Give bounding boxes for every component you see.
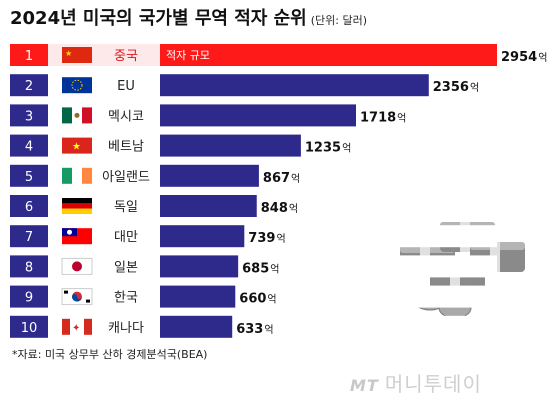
bar (160, 74, 429, 97)
rank-box (10, 104, 48, 127)
category-label: 중국 (114, 49, 138, 64)
row-background (10, 225, 497, 248)
rank-label: 5 (25, 170, 33, 185)
row-background (10, 315, 497, 338)
bar (160, 44, 497, 66)
value-label: 633 (236, 322, 263, 337)
bar (160, 315, 233, 338)
watermark: MT 머니투데이 (350, 368, 482, 397)
category-label: 한국 (114, 291, 138, 306)
value-label: 1235 (305, 141, 341, 156)
value-unit: 억 (291, 173, 300, 185)
rank-label: 7 (25, 230, 33, 245)
value-unit: 억 (270, 263, 279, 275)
value-unit: 억 (264, 324, 273, 336)
canada-flag-icon: ✦ (62, 318, 92, 335)
rank-label: 8 (25, 260, 33, 275)
value-label: 739 (248, 231, 275, 246)
rank-box (10, 255, 48, 278)
value-unit: 억 (342, 143, 351, 155)
category-label: EU (117, 79, 135, 94)
watermark-mt: MT (350, 376, 379, 395)
money-band (450, 268, 460, 298)
value-label: 867 (263, 171, 290, 186)
germany-flag-icon (62, 198, 92, 214)
rank-label: 6 (25, 200, 33, 215)
mexico-flag-icon (62, 107, 92, 124)
category-label: 베트남 (108, 140, 144, 155)
rank-label: 10 (21, 321, 38, 336)
bar (160, 164, 259, 187)
rank-box (10, 285, 48, 308)
row-background (10, 255, 497, 278)
rank-box (10, 225, 48, 248)
value-unit: 억 (397, 112, 406, 124)
korea-flag-icon (61, 288, 93, 306)
bar (160, 285, 236, 308)
rank-label: 2 (25, 79, 33, 94)
value-unit: 억 (276, 233, 285, 245)
china-flag-icon: ★ (62, 47, 92, 63)
bar (160, 225, 245, 248)
bar-inner-label: 적자 규모 (166, 49, 210, 62)
value-label: 1718 (360, 110, 396, 125)
rank-label: 9 (25, 291, 33, 306)
svg-text:★: ★ (72, 142, 81, 153)
category-label: 독일 (114, 200, 138, 215)
bar (160, 134, 301, 157)
category-label: 멕시코 (108, 109, 144, 124)
source-note: *자료: 미국 상무부 산하 경제분석국(BEA) (12, 348, 208, 361)
value-unit: 억 (538, 52, 547, 64)
vietnam-flag-icon: ★ (62, 137, 92, 154)
ireland-flag-icon (62, 167, 92, 184)
value-unit: 억 (267, 294, 276, 306)
watermark-name: 머니투데이 (384, 372, 482, 396)
rank-box (10, 134, 48, 157)
value-label: 2356 (433, 80, 469, 95)
value-label: 660 (239, 292, 266, 307)
svg-text:✦: ✦ (72, 323, 80, 334)
value-label: 2954 (501, 50, 537, 65)
rank-box (10, 315, 48, 338)
bar (160, 195, 257, 217)
rank-label: 4 (25, 140, 33, 155)
value-unit: 억 (470, 82, 479, 94)
bar (160, 104, 356, 127)
rank-box (10, 44, 48, 66)
japan-flag-icon (61, 257, 93, 275)
category-label: 아일랜드 (102, 170, 150, 185)
svg-text:★: ★ (65, 49, 72, 58)
rank-label: 1 (25, 49, 33, 64)
value-label: 848 (261, 201, 288, 216)
eu-flag-icon (62, 77, 92, 94)
category-label: 대만 (114, 230, 138, 245)
title-text: 2024년 미국의 국가별 무역 적자 순위 (10, 8, 307, 29)
rank-box (10, 164, 48, 187)
chart-title: 2024년 미국의 국가별 무역 적자 순위 (단위: 달러) (10, 4, 367, 30)
value-unit: 억 (289, 203, 298, 215)
rank-box (10, 195, 48, 217)
rank-box (10, 74, 48, 97)
category-label: 일본 (114, 260, 138, 275)
rank-label: 3 (25, 109, 33, 124)
row-background (10, 285, 497, 308)
category-label: 캐나다 (108, 321, 144, 336)
bar (160, 255, 239, 278)
value-label: 685 (242, 261, 269, 276)
taiwan-flag-icon (62, 228, 92, 245)
unit-note: (단위: 달러) (310, 14, 367, 27)
